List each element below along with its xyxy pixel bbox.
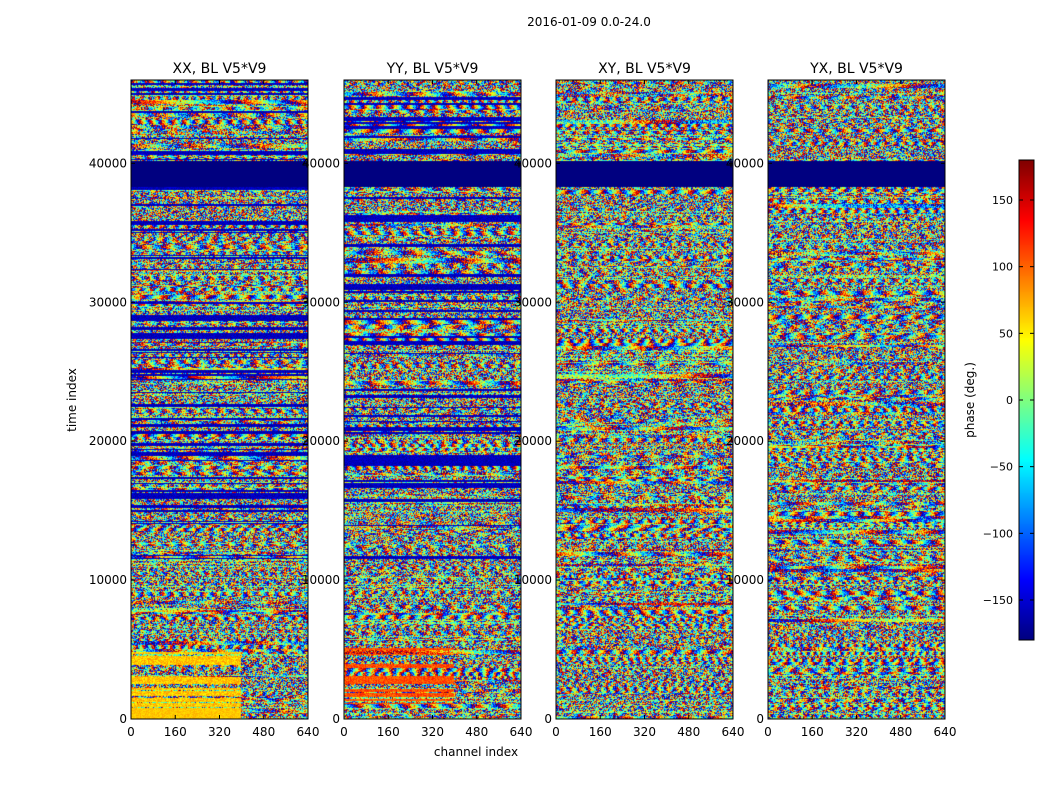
colorbar-tick-label: 150 (992, 194, 1013, 207)
x-tick-label: 0 (340, 725, 348, 739)
heatmap-xx (131, 80, 308, 719)
y-tick-label: 0 (756, 712, 764, 726)
panel-frame-yx (767, 79, 946, 720)
figure-title: 2016-01-09 0.0-24.0 (527, 15, 651, 29)
y-tick-label: 20000 (514, 434, 552, 448)
y-tick-label: 20000 (726, 434, 764, 448)
x-tick-label: 160 (801, 725, 824, 739)
panel-frame-xx (130, 79, 309, 720)
panel-title-xy: XY, BL V5*V9 (598, 61, 691, 77)
y-axis-label: time index (65, 368, 79, 432)
panel-frame-yy (343, 79, 522, 720)
panel-title-yx: YX, BL V5*V9 (809, 61, 903, 77)
x-tick-label: 640 (297, 725, 320, 739)
y-tick-label: 10000 (514, 573, 552, 587)
colorbar-gradient (1019, 160, 1034, 640)
x-tick-label: 320 (633, 725, 656, 739)
x-tick-label: 480 (252, 725, 275, 739)
x-tick-label: 160 (589, 725, 612, 739)
heatmap-yy (344, 80, 521, 719)
x-tick-label: 160 (377, 725, 400, 739)
x-tick-label: 480 (465, 725, 488, 739)
x-tick-label: 160 (164, 725, 187, 739)
y-tick-label: 40000 (302, 156, 340, 170)
x-tick-label: 0 (127, 725, 135, 739)
y-tick-label: 40000 (89, 156, 127, 170)
y-tick-label: 10000 (726, 573, 764, 587)
y-tick-label: 30000 (514, 295, 552, 309)
x-tick-label: 480 (889, 725, 912, 739)
colorbar-tick-label: −150 (983, 594, 1013, 607)
y-tick-label: 10000 (302, 573, 340, 587)
y-tick-label: 20000 (89, 434, 127, 448)
y-tick-label: 30000 (89, 295, 127, 309)
x-tick-label: 0 (764, 725, 772, 739)
panel-title-yy: YY, BL V5*V9 (386, 61, 479, 77)
x-tick-label: 320 (208, 725, 231, 739)
x-tick-label: 640 (934, 725, 957, 739)
heatmap-yx (768, 80, 945, 719)
x-axis-label: channel index (434, 745, 518, 759)
y-tick-label: 0 (332, 712, 340, 726)
x-tick-label: 320 (421, 725, 444, 739)
y-tick-label: 0 (544, 712, 552, 726)
y-tick-label: 20000 (302, 434, 340, 448)
y-tick-label: 40000 (726, 156, 764, 170)
x-tick-label: 480 (677, 725, 700, 739)
panel-title-xx: XX, BL V5*V9 (173, 61, 267, 77)
y-tick-label: 10000 (89, 573, 127, 587)
colorbar-tick-label: 100 (992, 261, 1013, 274)
colorbar-tick-label: 50 (999, 327, 1013, 340)
y-tick-label: 40000 (514, 156, 552, 170)
y-tick-label: 30000 (302, 295, 340, 309)
x-tick-label: 640 (510, 725, 533, 739)
colorbar-tick-label: −100 (983, 527, 1013, 540)
x-tick-label: 0 (552, 725, 560, 739)
heatmap-xy (556, 80, 733, 719)
colorbar-label: phase (deg.) (963, 362, 977, 438)
y-tick-label: 0 (119, 712, 127, 726)
y-tick-label: 30000 (726, 295, 764, 309)
x-tick-label: 640 (722, 725, 745, 739)
colorbar-tick-label: −50 (990, 461, 1013, 474)
colorbar-tick-label: 0 (1006, 394, 1013, 407)
x-tick-label: 320 (845, 725, 868, 739)
panel-frame-xy (555, 79, 734, 720)
